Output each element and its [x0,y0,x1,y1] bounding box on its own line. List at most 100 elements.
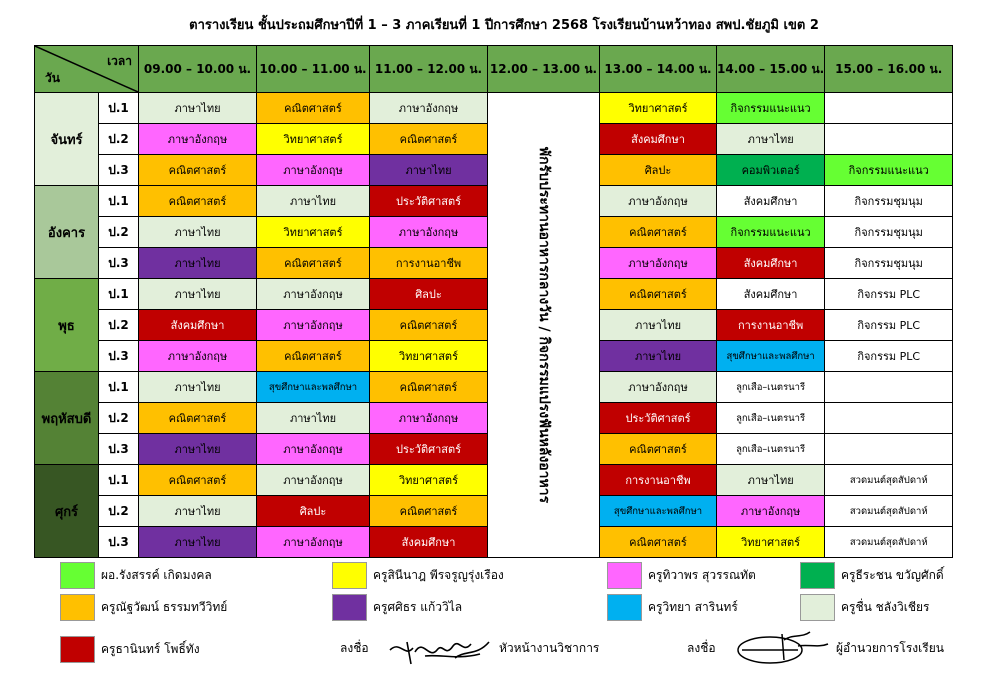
table-row: ป.3 ภาษาไทย ภาษาอังกฤษ ประวัติศาสตร์ คณิตศาส… [35,433,954,465]
page-title: ตารางเรียน ชั้นประถมศึกษาปีที่ 1 – 3 ภาค… [189,18,819,33]
subject-cell: ภาษาไทย [138,495,257,527]
header-row: เวลา วัน 09.00 – 10.00 น. 10.00 – 11.00 … [34,45,954,93]
subject-cell: ภาษาอังกฤษ [369,216,488,248]
subject-cell: คณิตศาสตร์ [138,185,257,217]
subject-cell: คอมพิวเตอร์ [715,154,826,186]
legend-label: ครูชื่น ชลังวิเชียร [841,600,930,614]
class-cell: ป.1 [98,278,139,310]
subject-cell: คณิตศาสตร์ [256,92,370,124]
legend-item: ครูชื่น ชลังวิเชียร [800,594,929,621]
subject-cell: สังคมศึกษา [599,123,717,155]
table-row: ป.2 ภาษาอังกฤษ วิทยาศาสตร์ คณิตศาสตร์ สังคมศ… [35,123,954,155]
subject-cell: วิทยาศาสตร์ [715,526,826,558]
subject-cell: ภาษาอังกฤษ [256,278,370,310]
day-label: วัน [45,71,60,85]
subject-cell: การงานอาชีพ [715,309,826,341]
subject-cell: สวดมนต์สุดสัปดาห์ [824,495,954,527]
class-cell: ป.3 [98,247,139,279]
table-row: ป.2 คณิตศาสตร์ ภาษาไทย ภาษาอังกฤษ ประวัติศาส… [35,402,954,434]
subject-cell: ภาษาไทย [369,154,488,186]
legend-label: ครูสินีนาฎ พีรจรูญรุ่งเรือง [373,568,504,582]
table-row: ป.3 ภาษาอังกฤษ คณิตศาสตร์ วิทยาศาสตร์ ภาษาไท… [35,340,954,372]
class-cell: ป.2 [98,309,139,341]
legend-swatch [332,562,367,589]
legend-swatch [607,594,642,621]
signature-director [737,631,829,664]
legend-item: ครูธีระชน ขวัญศักดิ์ [800,562,944,589]
sign-label-director: ลงชื่อ [687,641,716,655]
class-cell: ป.1 [98,92,139,124]
subject-cell: ภาษาอังกฤษ [138,340,257,372]
subject-cell: คณิตศาสตร์ [369,371,488,403]
class-cell: ป.3 [98,340,139,372]
period-header: 13.00 – 14.00 น. [599,45,717,93]
subject-cell: สุขศึกษาและพลศึกษา [715,340,826,372]
period-header: 09.00 – 10.00 น. [138,45,257,93]
subject-cell: คณิตศาสตร์ [138,154,257,186]
subject-cell: ภาษาอังกฤษ [599,371,717,403]
subject-cell: ภาษาอังกฤษ [599,247,717,279]
class-cell: ป.2 [98,123,139,155]
time-label: เวลา [107,54,132,68]
subject-cell: การงานอาชีพ [599,464,717,496]
subject-cell: คณิตศาสตร์ [256,247,370,279]
legend-label: ครูณัฐวัฒน์ ธรรมทวีวิทย์ [101,600,228,614]
subject-cell: ลูกเสือ–เนตรนารี [715,433,826,465]
period-header: 11.00 – 12.00 น. [369,45,488,93]
class-cell: ป.1 [98,464,139,496]
subject-cell: ภาษาไทย [715,123,826,155]
subject-cell [824,92,954,124]
timetable: เวลา วัน 09.00 – 10.00 น. 10.00 – 11.00 … [34,45,954,558]
subject-cell: คณิตศาสตร์ [369,123,488,155]
legend-label: ครูศศิธร แก้ววิไล [373,600,463,614]
day-cell: พฤหัสบดี [34,371,99,465]
legend-label: ครูธานินทร์ โพธิ์ทัง [101,642,200,656]
legend-item: ครูสินีนาฎ พีรจรูญรุ่งเรือง [332,562,504,589]
subject-cell: คณิตศาสตร์ [599,433,717,465]
subject-cell: สังคมศึกษา [715,185,826,217]
subject-cell: ศิลปะ [256,495,370,527]
subject-cell: ภาษาอังกฤษ [256,433,370,465]
subject-cell [824,402,954,434]
subject-cell: วิทยาศาสตร์ [369,340,488,372]
legend-item: ครูทิวาพร สุวรรณทัต [607,562,756,589]
legend-label: ครูธีระชน ขวัญศักดิ์ [841,568,944,582]
subject-cell: การงานอาชีพ [369,247,488,279]
subject-cell: คณิตศาสตร์ [369,309,488,341]
subject-cell: ภาษาอังกฤษ [256,154,370,186]
subject-cell [824,433,954,465]
subject-cell: ภาษาอังกฤษ [599,185,717,217]
table-row: ป.3 ภาษาไทย ภาษาอังกฤษ สังคมศึกษา คณิตศาสตร์… [35,526,954,558]
signature-academic-head [389,641,490,665]
table-row: ศุกร์ ป.1 คณิตศาสตร์ ภาษาอังกฤษ วิทยาศาสตร์ก… [34,464,954,558]
subject-cell: กิจกรรม PLC [824,309,954,341]
subject-cell: ภาษาไทย [256,185,370,217]
role-academic-head: หัวหน้างานวิชาการ [499,641,600,655]
subject-cell: ภาษาไทย [138,433,257,465]
subject-cell: สังคมศึกษา [715,278,826,310]
legend-item: ครูณัฐวัฒน์ ธรรมทวีวิทย์ [60,594,227,621]
timetable-body: จันทร์ ป.1 ภาษาไทย คณิตศาสตร์ ภาษาอังกฤษ พักร… [34,92,954,558]
legend-label: ครูวิทยา สารินทร์ [648,600,738,614]
subject-cell: ภาษาไทย [599,340,717,372]
subject-cell: ศิลปะ [599,154,717,186]
subject-cell: สังคมศึกษา [138,309,257,341]
subject-cell: วิทยาศาสตร์ [256,123,370,155]
class-cell: ป.1 [98,185,139,217]
subject-cell: ภาษาอังกฤษ [369,402,488,434]
diagonal-line [35,46,138,92]
subject-cell: ภาษาไทย [715,464,826,496]
corner-cell: เวลา วัน [34,45,139,93]
subject-cell: กิจกรรมแนะแนว [715,92,826,124]
legend-item: ครูศศิธร แก้ววิไล [332,594,462,621]
table-row: ป.3 คณิตศาสตร์ ภาษาอังกฤษ ภาษาไทย ศิลปะ คอมพิ… [35,154,954,186]
subject-cell: สังคมศึกษา [715,247,826,279]
period-header: 12.00 – 13.00 น. [487,45,600,93]
subject-cell: ภาษาไทย [599,309,717,341]
subject-cell: คณิตศาสตร์ [369,495,488,527]
day-cell: อังคาร [34,185,99,279]
day-cell: จันทร์ [34,92,99,186]
table-row: ป.2 ภาษาไทย วิทยาศาสตร์ ภาษาอังกฤษ คณิตศาสตร… [35,216,954,248]
subject-cell: ภาษาไทย [138,526,257,558]
legend-swatch [60,636,95,663]
